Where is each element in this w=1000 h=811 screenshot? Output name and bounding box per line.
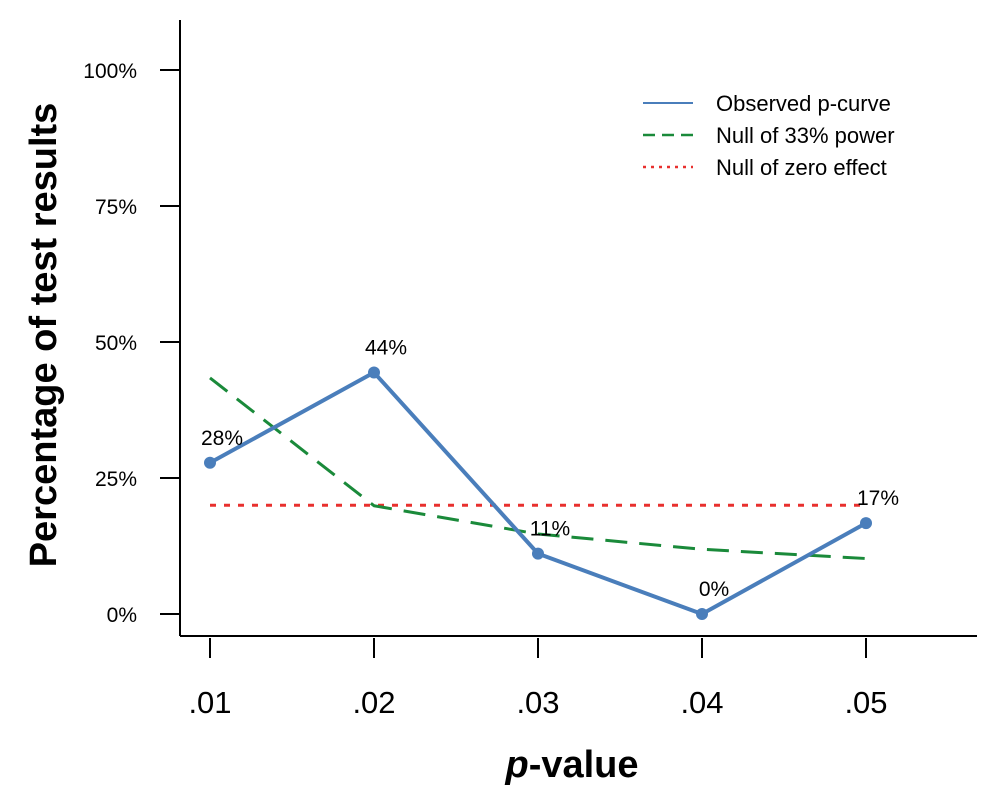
x-axis-title-rest: -value xyxy=(529,744,639,786)
data-label: 17% xyxy=(857,487,899,510)
legend-label: Observed p-curve xyxy=(716,91,891,116)
y-tick-label: 75% xyxy=(95,196,137,219)
series-layer xyxy=(204,366,872,620)
data-point xyxy=(860,517,872,530)
x-tick-label: .04 xyxy=(680,685,723,720)
data-point xyxy=(204,456,216,469)
x-tick-label: .03 xyxy=(516,685,559,720)
x-tick-label: .02 xyxy=(352,685,395,720)
x-tick-label: .01 xyxy=(188,685,231,720)
y-tick-label: 0% xyxy=(107,604,137,627)
series-line-null-of-33-power xyxy=(209,376,867,561)
x-axis-title-italic: p xyxy=(504,744,528,786)
y-tick-label: 25% xyxy=(95,468,137,491)
data-point xyxy=(696,608,708,620)
series-line-observed-p-curve xyxy=(209,370,867,616)
x-tick-label: .05 xyxy=(844,685,887,720)
data-label: 0% xyxy=(699,578,729,601)
legend-label: Null of zero effect xyxy=(716,155,887,180)
data-label: 28% xyxy=(201,427,243,450)
y-tick-label: 50% xyxy=(95,332,137,355)
data-point xyxy=(532,547,544,560)
data-label: 11% xyxy=(530,518,570,541)
data-labels: 28% 44% 11% 0% 17% xyxy=(201,336,899,601)
y-tick-label: 100% xyxy=(83,60,137,83)
legend-label: Null of 33% power xyxy=(716,123,895,148)
y-axis-title: Percentage of test results xyxy=(23,103,65,568)
y-ticks: 0% 25% 50% 75% 100% xyxy=(83,60,180,627)
x-axis-title: p-value xyxy=(504,744,638,786)
data-label: 44% xyxy=(365,336,407,359)
x-ticks: .01 .02 .03 .04 .05 xyxy=(188,638,888,720)
legend: Observed p-curve Null of 33% power Null of… xyxy=(643,91,895,180)
data-point xyxy=(368,366,380,379)
